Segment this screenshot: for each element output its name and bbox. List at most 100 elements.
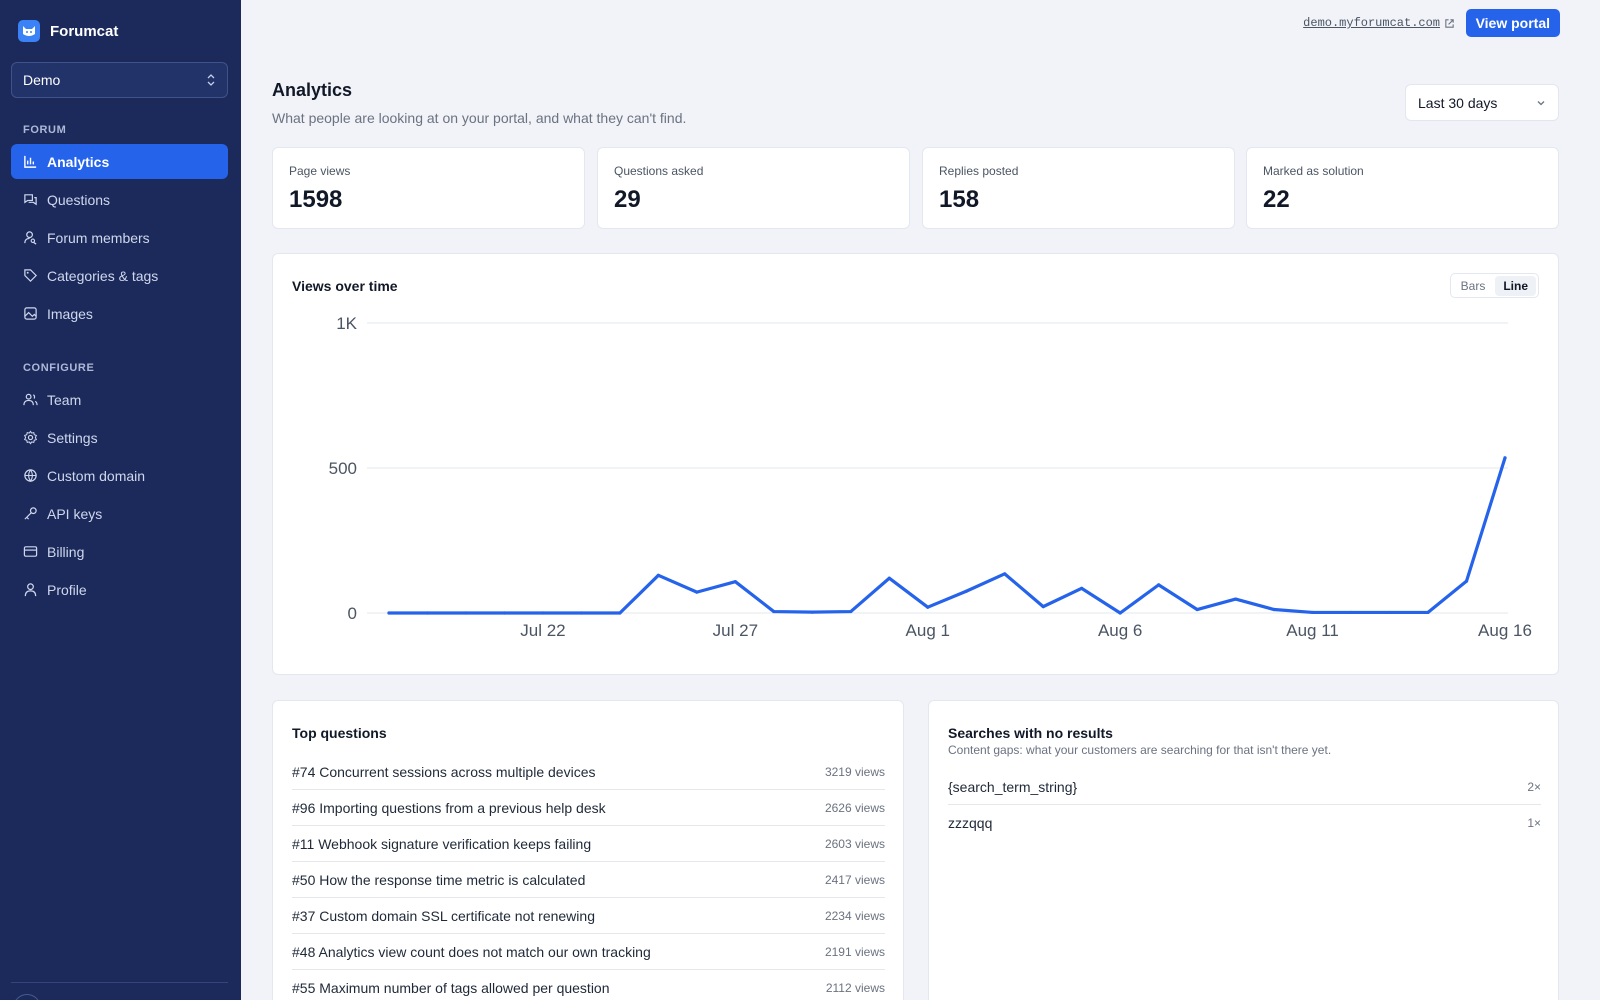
question-title: #11 Webhook signature verification keeps…: [292, 835, 592, 852]
forumcat-logo-icon: [18, 20, 40, 42]
stat-card-questions-asked: Questions asked 29: [597, 147, 910, 229]
sidebar-item-analytics[interactable]: Analytics: [11, 144, 228, 179]
list-item[interactable]: #37 Custom domain SSL certificate not re…: [292, 898, 885, 934]
y-tick-label: 500: [329, 459, 357, 478]
list-item[interactable]: #74 Concurrent sessions across multiple …: [292, 754, 885, 790]
data-point: [926, 605, 930, 609]
no-results-searches-card: Searches with no results Content gaps: w…: [928, 700, 1559, 1000]
list-item[interactable]: #96 Importing questions from a previous …: [292, 790, 885, 826]
stat-label: Replies posted: [939, 164, 1019, 178]
top-questions-card: Top questions #74 Concurrent sessions ac…: [272, 700, 904, 1000]
sidebar-item-forum-members[interactable]: Forum members: [11, 220, 228, 255]
data-point: [1157, 583, 1161, 587]
x-tick-label: Aug 11: [1286, 621, 1339, 640]
data-point: [849, 609, 853, 614]
portal-domain-text: demo.myforumcat.com: [1303, 16, 1440, 30]
question-title: #74 Concurrent sessions across multiple …: [292, 763, 596, 780]
date-range-select[interactable]: Last 30 days: [1405, 84, 1559, 121]
user-search-icon: [24, 231, 37, 245]
list-item[interactable]: #50 How the response time metric is calc…: [292, 862, 885, 898]
chart-title: Views over time: [292, 278, 398, 294]
data-point: [425, 611, 430, 615]
list-item[interactable]: #55 Maximum number of tags allowed per q…: [292, 970, 885, 1000]
workspace-selector[interactable]: Demo: [11, 62, 228, 98]
tag-icon: [24, 269, 37, 282]
sidebar-item-billing[interactable]: Billing: [11, 534, 228, 569]
portal-domain-link[interactable]: demo.myforumcat.com: [1303, 16, 1455, 30]
question-title: #37 Custom domain SSL certificate not re…: [292, 907, 595, 924]
list-item: {search_term_string} 2×: [948, 769, 1541, 805]
section-label-configure: CONFIGURE: [23, 362, 95, 374]
no-results-title: Searches with no results: [948, 725, 1113, 741]
search-count: 2×: [1527, 779, 1541, 794]
no-results-list: {search_term_string} 2× zzzqqq 1×: [948, 769, 1541, 841]
question-title: #48 Analytics view count does not match …: [292, 943, 651, 960]
toggle-line[interactable]: Line: [1495, 275, 1536, 296]
chevron-up-down-icon: [207, 74, 215, 86]
sidebar: Forumcat Demo FORUM Analytics Questions …: [0, 0, 241, 1000]
view-portal-button[interactable]: View portal: [1465, 9, 1560, 37]
sidebar-item-questions[interactable]: Questions: [11, 182, 228, 217]
list-item[interactable]: #11 Webhook signature verification keeps…: [292, 826, 885, 862]
stat-value: 29: [614, 186, 641, 213]
bar-chart-icon: [24, 155, 37, 168]
chat-icon: [24, 194, 37, 206]
page-title: Analytics: [272, 80, 353, 100]
search-term: {search_term_string}: [948, 778, 1078, 795]
top-questions-list: #74 Concurrent sessions across multiple …: [292, 754, 885, 1000]
no-results-subtitle: Content gaps: what your customers are se…: [948, 743, 1332, 757]
search-term: zzzqqq: [948, 815, 993, 831]
sidebar-item-api-keys[interactable]: API keys: [11, 496, 228, 531]
data-point: [1195, 607, 1199, 612]
section-label-forum: FORUM: [23, 124, 67, 136]
data-point: [656, 573, 660, 577]
sidebar-item-profile[interactable]: Profile: [11, 572, 228, 607]
sidebar-item-categories-tags[interactable]: Categories & tags: [11, 258, 228, 293]
x-tick-label: Aug 16: [1478, 621, 1532, 640]
data-point: [1503, 456, 1507, 460]
question-title: #96 Importing questions from a previous …: [292, 799, 606, 816]
brand-name: Forumcat: [50, 22, 119, 40]
x-tick-label: Aug 1: [906, 621, 950, 640]
toggle-bars[interactable]: Bars: [1460, 278, 1486, 293]
sidebar-divider: [11, 982, 228, 983]
question-views: 2603 views: [824, 836, 885, 851]
x-tick-label: Jul 22: [520, 621, 565, 640]
stat-label: Page views: [289, 164, 351, 178]
stat-card-marked-solution: Marked as solution 22: [1246, 147, 1559, 229]
sidebar-item-custom-domain[interactable]: Custom domain: [11, 458, 228, 493]
data-point: [387, 611, 391, 615]
y-tick-label: 1K: [336, 314, 357, 333]
stat-value: 158: [939, 186, 980, 213]
credit-card-icon: [23, 546, 38, 557]
data-point: [733, 580, 737, 584]
data-point: [502, 611, 507, 615]
stat-label: Marked as solution: [1263, 164, 1364, 178]
data-point: [964, 589, 968, 593]
sidebar-item-team[interactable]: Team: [11, 382, 228, 417]
brand[interactable]: Forumcat: [18, 20, 118, 42]
data-point: [1426, 610, 1430, 615]
image-icon: [24, 307, 37, 320]
sidebar-item-label: API keys: [47, 505, 103, 522]
account-avatar[interactable]: [13, 994, 41, 1000]
data-point: [1272, 607, 1276, 612]
chart-type-toggle: Bars Line: [1449, 273, 1539, 298]
views-chart-card: Views over time Bars Line 0 500 1K Jul 22 Ju…: [272, 253, 1559, 675]
list-item: zzzqqq 1×: [948, 805, 1541, 841]
data-point: [1080, 586, 1084, 590]
top-questions-title: Top questions: [292, 725, 387, 741]
external-link-icon: [1445, 18, 1454, 28]
workspace-name: Demo: [23, 72, 61, 88]
question-views: 3219 views: [824, 764, 885, 779]
sidebar-item-images[interactable]: Images: [11, 296, 228, 331]
sidebar-item-settings[interactable]: Settings: [11, 420, 228, 455]
gear-icon: [23, 430, 38, 445]
question-views: 2234 views: [824, 908, 885, 923]
user-icon: [24, 583, 37, 597]
list-item[interactable]: #48 Analytics view count does not match …: [292, 934, 885, 970]
chevron-down-icon: [1537, 100, 1545, 105]
data-point: [1118, 611, 1122, 615]
series-line: [387, 456, 1507, 615]
stat-label: Questions asked: [614, 164, 704, 178]
